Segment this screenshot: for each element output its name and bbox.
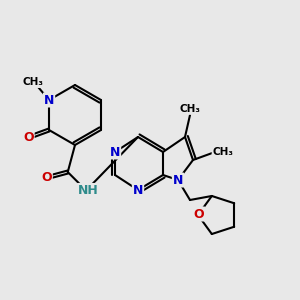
Text: N: N — [44, 94, 54, 106]
Text: CH₃: CH₃ — [212, 147, 233, 157]
Text: N: N — [173, 173, 183, 187]
Text: O: O — [23, 131, 34, 144]
Text: N: N — [133, 184, 143, 196]
Text: CH₃: CH₃ — [22, 77, 44, 87]
Text: O: O — [41, 171, 52, 184]
Text: N: N — [110, 146, 120, 158]
Text: CH₃: CH₃ — [179, 104, 200, 114]
Text: O: O — [194, 208, 204, 220]
Text: NH: NH — [78, 184, 98, 197]
